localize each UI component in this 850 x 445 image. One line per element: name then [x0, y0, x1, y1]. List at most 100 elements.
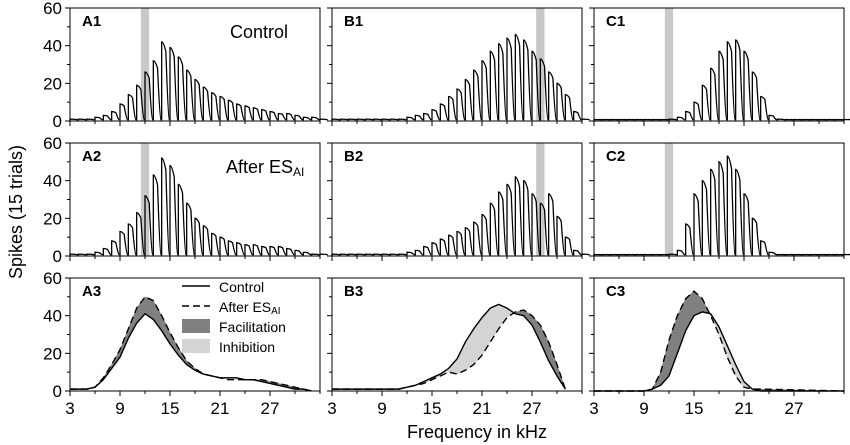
panel-a3: 0 20 40 60 3 9 15 21 27 A3 Control After ESAI Facili…	[43, 269, 321, 418]
y-tick-label-20: 20	[43, 209, 62, 228]
response-trace-3khz	[593, 118, 602, 121]
response-trace-17khz	[448, 234, 457, 256]
response-trace-17khz	[710, 168, 719, 256]
response-trace-6khz	[356, 253, 365, 256]
response-trace-14khz	[423, 245, 432, 256]
response-trace-16khz	[701, 180, 711, 256]
y-tick-label-40: 40	[43, 307, 62, 326]
response-trace-27khz	[269, 245, 279, 256]
response-trace-23khz	[760, 240, 769, 256]
y-tick-label-0: 0	[53, 112, 62, 131]
annotation-after-es: After ESAI	[226, 157, 304, 179]
x-tick-label-15: 15	[685, 399, 704, 418]
response-trace-12khz	[668, 118, 677, 121]
x-tick-label-9: 9	[639, 399, 648, 418]
y-tick-label-0: 0	[53, 247, 62, 266]
response-trace-13khz	[676, 116, 686, 121]
response-trace-16khz	[177, 183, 187, 256]
response-trace-8khz	[635, 253, 644, 256]
y-tick-label-20: 20	[43, 74, 62, 93]
response-trace-22khz	[751, 71, 761, 121]
response-trace-30khz	[294, 249, 303, 256]
panel-label-b2: B2	[344, 148, 363, 165]
response-trace-19khz	[726, 155, 736, 256]
response-trace-4khz	[339, 118, 349, 121]
response-trace-19khz	[464, 227, 474, 256]
response-trace-31khz	[302, 251, 312, 256]
response-trace-13khz	[152, 60, 162, 121]
response-trace-14khz	[685, 223, 694, 256]
response-trace-20khz	[211, 232, 220, 256]
response-trace-10khz	[651, 253, 661, 256]
response-trace-14khz	[161, 41, 170, 121]
response-trace-24khz	[768, 251, 777, 256]
response-trace-3khz	[331, 253, 340, 256]
facilitation-segment	[540, 324, 549, 361]
response-trace-25khz	[776, 253, 786, 256]
response-trace-7khz	[102, 247, 112, 256]
facilitation-segment	[668, 315, 678, 377]
response-trace-20khz	[211, 92, 220, 121]
highlight-band	[664, 8, 674, 121]
response-trace-22khz	[227, 240, 237, 256]
response-trace-9khz	[119, 230, 129, 256]
response-trace-32khz	[573, 110, 582, 121]
response-trace-22khz	[751, 217, 761, 256]
x-tick-label-3: 3	[65, 399, 74, 418]
response-trace-16khz	[439, 238, 449, 256]
response-trace-3khz	[593, 253, 602, 256]
response-trace-30khz	[818, 118, 827, 121]
response-trace-8khz	[635, 118, 644, 121]
response-trace-27khz	[793, 253, 802, 256]
response-trace-6khz	[356, 118, 365, 121]
response-trace-18khz	[456, 230, 466, 256]
response-trace-6khz	[94, 251, 103, 256]
response-trace-27khz	[531, 50, 541, 121]
response-trace-28khz	[277, 245, 287, 256]
panel-b1: B1	[327, 7, 590, 126]
response-trace-30khz	[556, 82, 566, 121]
after-es-series-line	[594, 290, 845, 392]
response-trace-22khz	[227, 99, 237, 121]
response-trace-33khz	[319, 118, 328, 121]
response-trace-32khz	[835, 253, 844, 256]
response-trace-16khz	[177, 56, 187, 121]
annotation-control: Control	[230, 22, 288, 42]
response-trace-15khz	[169, 164, 179, 256]
response-trace-21khz	[481, 60, 491, 121]
response-trace-23khz	[236, 103, 245, 121]
y-tick-label-0: 0	[53, 382, 62, 401]
response-trace-20khz	[473, 221, 482, 256]
x-tick-label-27: 27	[523, 399, 542, 418]
response-trace-12khz	[144, 195, 154, 256]
response-trace-15khz	[693, 193, 703, 256]
response-trace-24khz	[506, 183, 516, 256]
response-trace-24khz	[506, 37, 516, 121]
response-trace-29khz	[810, 118, 819, 121]
highlight-band	[536, 143, 545, 256]
response-trace-7khz	[626, 253, 636, 256]
response-trace-21khz	[481, 213, 491, 256]
panel-label-a3: A3	[82, 283, 101, 300]
control-series-line	[594, 311, 844, 392]
response-trace-18khz	[718, 50, 728, 121]
response-trace-31khz	[302, 116, 312, 121]
response-trace-29khz	[286, 247, 295, 256]
response-trace-28khz	[539, 202, 549, 256]
response-trace-30khz	[556, 215, 566, 256]
response-trace-23khz	[498, 43, 507, 121]
response-trace-17khz	[710, 67, 719, 121]
response-trace-13khz	[676, 249, 686, 256]
y-tick-label-60: 60	[43, 269, 62, 288]
response-trace-14khz	[685, 110, 694, 121]
response-trace-11khz	[398, 118, 407, 121]
response-trace-4khz	[77, 253, 87, 256]
response-trace-25khz	[252, 107, 262, 121]
response-trace-14khz	[423, 112, 432, 121]
response-trace-9khz	[381, 253, 390, 256]
response-trace-26khz	[523, 39, 532, 121]
panel-a1: 0 20 40 60 A1 Control	[43, 0, 328, 131]
response-trace-33khz	[319, 253, 328, 256]
response-trace-29khz	[548, 193, 557, 256]
highlight-band	[140, 8, 150, 121]
